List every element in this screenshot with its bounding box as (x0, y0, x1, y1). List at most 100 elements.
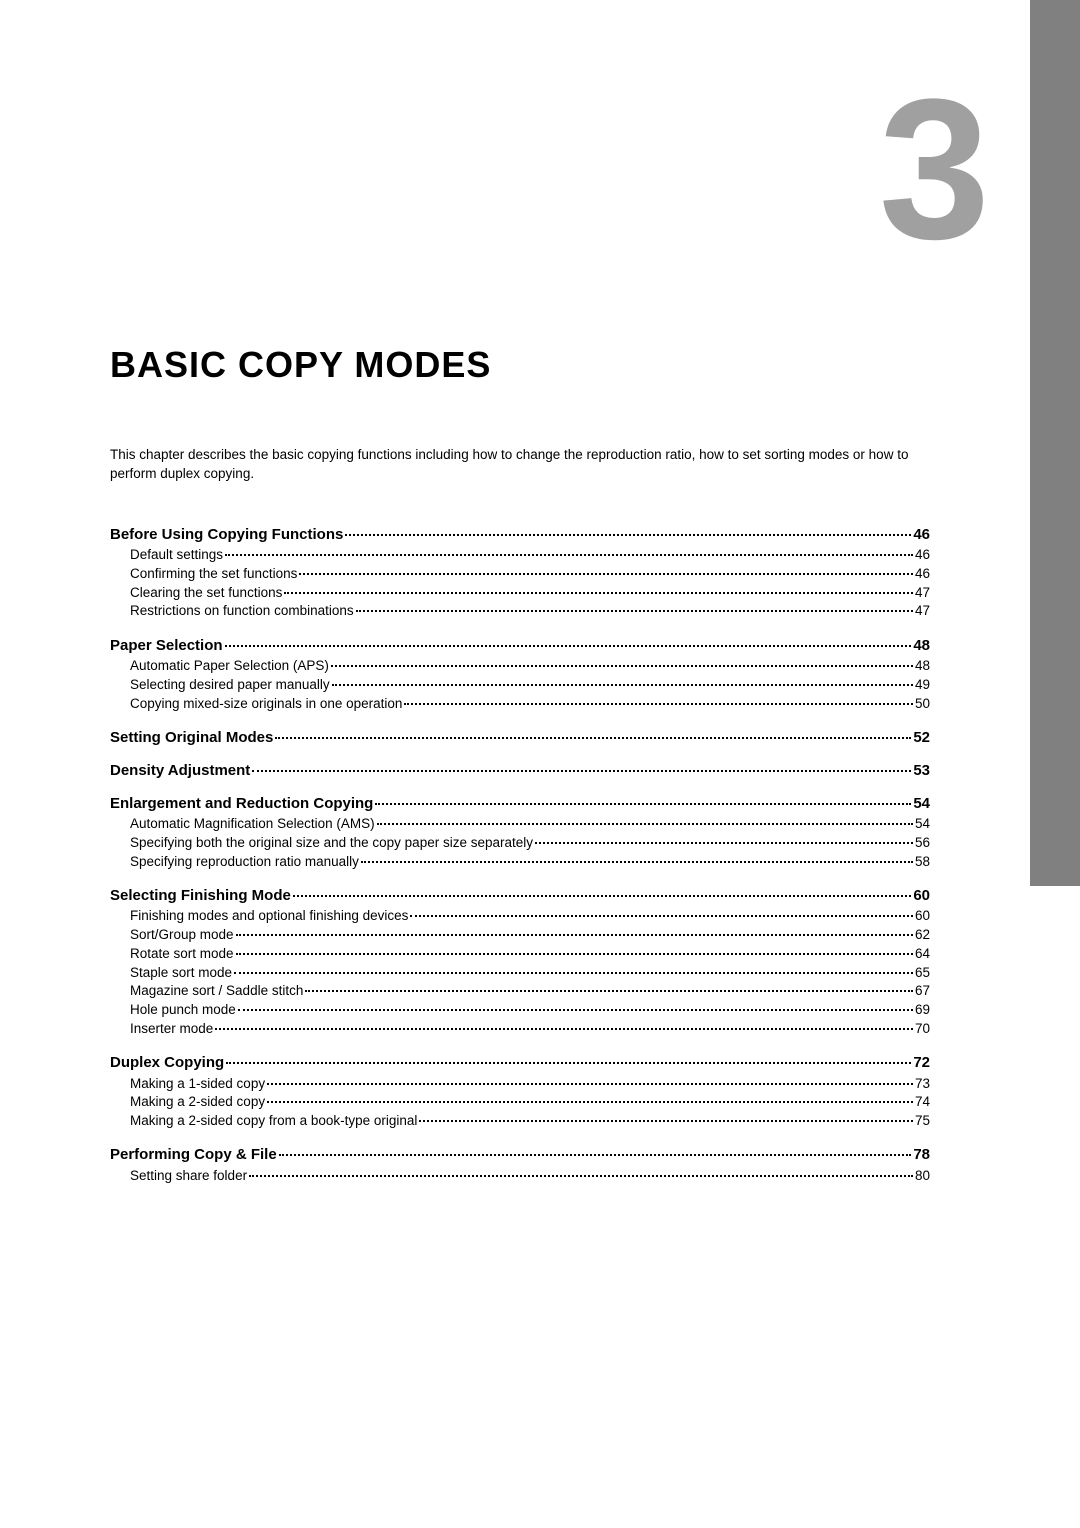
toc-item: Specifying reproduction ratio manually 58 (130, 852, 930, 871)
toc-item: Restrictions on function combinations 47 (130, 602, 930, 621)
toc-item-label: Making a 2-sided copy (130, 1093, 265, 1111)
toc-dots (332, 672, 913, 686)
toc-item-label: Copying mixed-size originals in one oper… (130, 695, 402, 713)
toc-dots (375, 790, 911, 805)
toc-item-page: 64 (915, 945, 930, 963)
toc-heading: Selecting Finishing Mode 60 (110, 885, 930, 904)
toc-section: Before Using Copying Functions 46 Default… (110, 524, 930, 621)
toc-heading-label: Density Adjustment (110, 762, 250, 779)
toc-dots (252, 757, 911, 772)
toc-item-page: 67 (915, 982, 930, 1000)
toc-item-page: 75 (915, 1112, 930, 1130)
toc-item-label: Restrictions on function combinations (130, 602, 354, 620)
toc-heading-label: Enlargement and Reduction Copying (110, 795, 373, 812)
toc-item-page: 56 (915, 834, 930, 852)
toc-item-page: 47 (915, 584, 930, 602)
toc-dots (225, 543, 913, 557)
toc-item-page: 80 (915, 1167, 930, 1185)
toc-heading: Paper Selection 48 (110, 635, 930, 654)
toc-item-page: 74 (915, 1093, 930, 1111)
toc-item: Setting share folder 80 (130, 1166, 930, 1185)
toc-item-label: Sort/Group mode (130, 926, 234, 944)
toc-dots (305, 979, 913, 993)
toc-dots (293, 882, 911, 897)
toc-heading: Density Adjustment 53 (110, 760, 930, 779)
toc-item-page: 48 (915, 657, 930, 675)
toc-dots (275, 724, 911, 739)
toc-item-page: 54 (915, 815, 930, 833)
toc-dots (377, 812, 913, 826)
toc-dots (238, 998, 913, 1012)
toc-item-label: Clearing the set functions (130, 584, 282, 602)
toc-dots (236, 923, 913, 937)
toc-heading-label: Before Using Copying Functions (110, 526, 343, 543)
toc-section: Setting Original Modes 52 (110, 727, 930, 746)
toc-dots (215, 1016, 913, 1030)
toc-item-page: 47 (915, 602, 930, 620)
toc-heading-label: Paper Selection (110, 637, 223, 654)
toc-item: Copying mixed-size originals in one oper… (130, 694, 930, 713)
toc-section: Performing Copy & File 78 Setting share f… (110, 1144, 930, 1185)
toc-heading-label: Duplex Copying (110, 1054, 224, 1071)
toc-heading-page: 72 (913, 1054, 930, 1071)
toc-dots (225, 632, 912, 647)
toc-heading-page: 53 (913, 762, 930, 779)
toc-item-page: 60 (915, 907, 930, 925)
chapter-number: 3 (879, 55, 990, 285)
toc-item-label: Setting share folder (130, 1167, 247, 1185)
toc-item-page: 50 (915, 695, 930, 713)
toc-dots (299, 562, 913, 576)
toc-item-label: Inserter mode (130, 1020, 213, 1038)
toc-dots (535, 831, 913, 845)
toc-item-label: Confirming the set functions (130, 565, 297, 583)
toc-item-page: 58 (915, 853, 930, 871)
toc-heading-label: Setting Original Modes (110, 729, 273, 746)
toc-dots (419, 1108, 913, 1122)
toc-section: Enlargement and Reduction Copying 54 Auto… (110, 793, 930, 871)
toc-dots (404, 691, 913, 705)
toc-item-page: 46 (915, 546, 930, 564)
chapter-description: This chapter describes the basic copying… (110, 446, 930, 484)
toc-heading-page: 52 (913, 729, 930, 746)
toc-dots (331, 654, 913, 668)
toc-item-label: Staple sort mode (130, 964, 232, 982)
toc-heading-page: 48 (913, 637, 930, 654)
toc-dots (249, 1163, 913, 1177)
toc-item-label: Default settings (130, 546, 223, 564)
toc-item-label: Specifying reproduction ratio manually (130, 853, 359, 871)
toc-section: Paper Selection 48 Automatic Paper Select… (110, 635, 930, 713)
toc-dots (361, 849, 913, 863)
toc-item-label: Making a 2-sided copy from a book-type o… (130, 1112, 417, 1130)
toc-item-page: 69 (915, 1001, 930, 1019)
toc-dots (267, 1090, 913, 1104)
toc-section: Duplex Copying 72Making a 1-sided copy73… (110, 1052, 930, 1130)
toc-item-page: 65 (915, 964, 930, 982)
toc-item-label: Selecting desired paper manually (130, 676, 330, 694)
toc-item-label: Rotate sort mode (130, 945, 234, 963)
toc-heading-label: Selecting Finishing Mode (110, 887, 291, 904)
toc-dots (236, 941, 913, 955)
toc-item-page: 62 (915, 926, 930, 944)
toc-heading: Enlargement and Reduction Copying 54 (110, 793, 930, 812)
toc-section: Selecting Finishing Mode 60Finishing mod… (110, 885, 930, 1038)
toc-heading-page: 46 (913, 526, 930, 543)
toc-heading: Performing Copy & File 78 (110, 1144, 930, 1163)
toc-heading: Duplex Copying 72 (110, 1052, 930, 1071)
toc-item-page: 73 (915, 1075, 930, 1093)
toc-dots (356, 599, 913, 613)
toc-item-page: 49 (915, 676, 930, 694)
toc-dots (279, 1141, 912, 1156)
toc-item-label: Automatic Paper Selection (APS) (130, 657, 329, 675)
toc-item: Making a 2-sided copy from a book-type o… (130, 1111, 930, 1130)
toc-item-page: 70 (915, 1020, 930, 1038)
table-of-contents: Before Using Copying Functions 46 Default… (110, 524, 930, 1185)
toc-item-label: Automatic Magnification Selection (AMS) (130, 815, 375, 833)
toc-heading: Setting Original Modes 52 (110, 727, 930, 746)
toc-heading-page: 78 (913, 1146, 930, 1163)
toc-dots (345, 521, 911, 536)
toc-heading-page: 54 (913, 795, 930, 812)
toc-item-page: 46 (915, 565, 930, 583)
toc-dots (284, 580, 913, 594)
toc-item: Inserter mode 70 (130, 1019, 930, 1038)
chapter-title: BASIC COPY MODES (110, 344, 930, 386)
